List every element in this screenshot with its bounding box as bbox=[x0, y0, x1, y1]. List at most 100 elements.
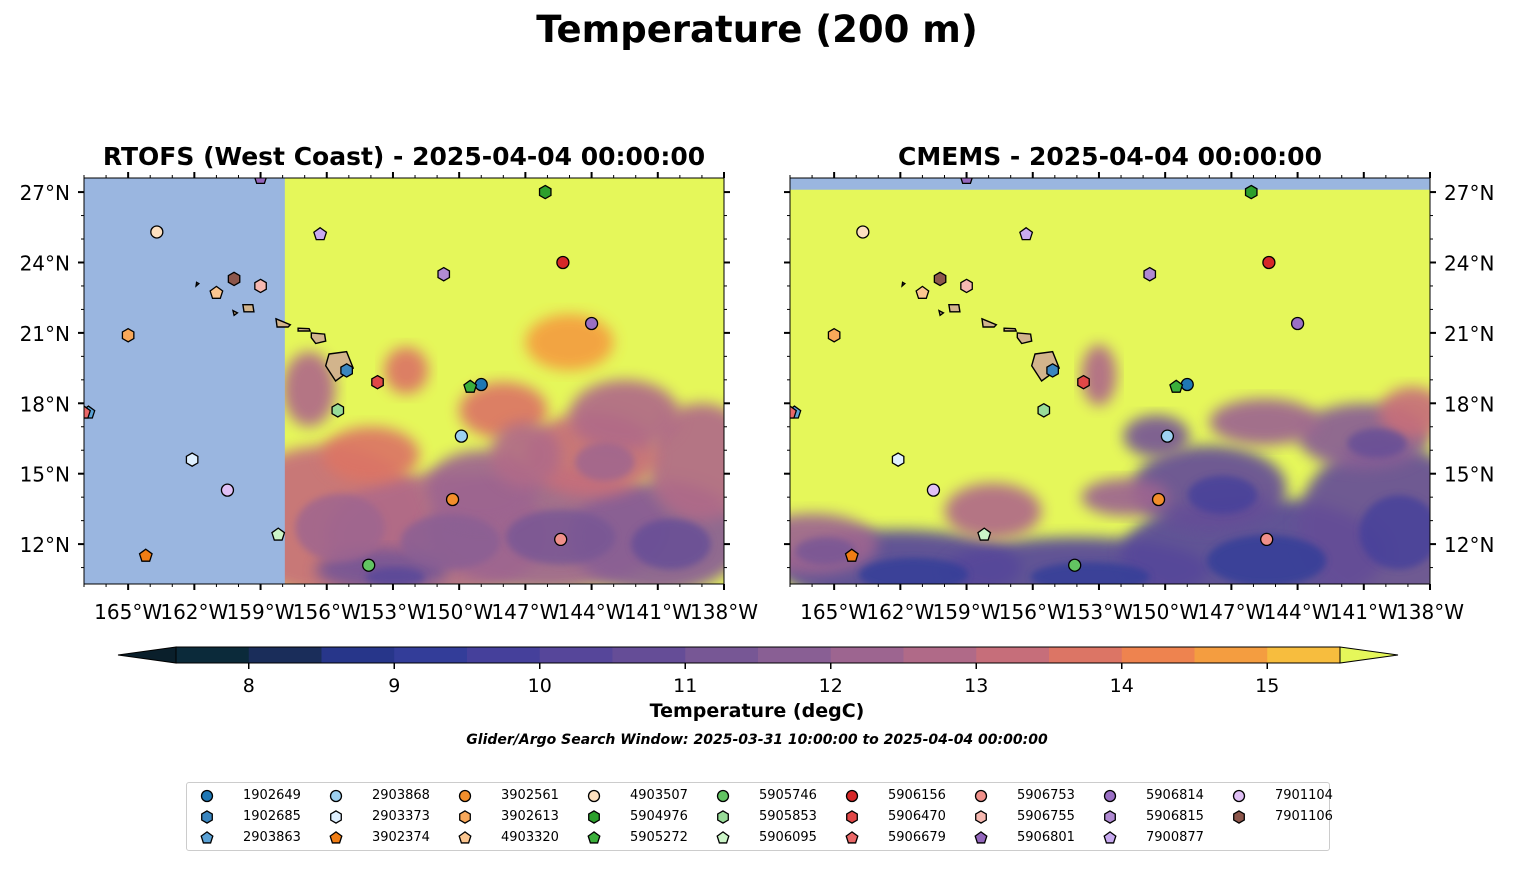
legend-label: 5906095 bbox=[759, 830, 817, 845]
platform-marker-5906815 bbox=[1143, 266, 1157, 282]
land-island bbox=[297, 327, 312, 332]
x-tick-label: 156°W bbox=[293, 600, 361, 624]
legend-label: 3902613 bbox=[501, 809, 559, 824]
legend-marker-icon bbox=[716, 831, 730, 844]
rtofs-panel-title: RTOFS (West Coast) - 2025-04-04 00:00:00 bbox=[102, 142, 706, 171]
land-island bbox=[195, 281, 201, 288]
cmems-panel-title: CMEMS - 2025-04-04 00:00:00 bbox=[898, 142, 1322, 171]
y-tick-label: 15°N bbox=[1444, 463, 1494, 487]
legend-label: 5906470 bbox=[888, 809, 946, 824]
legend-marker bbox=[716, 789, 730, 803]
land-island bbox=[1016, 332, 1033, 345]
legend-label: 5905272 bbox=[630, 830, 688, 845]
colorbar-over-arrow bbox=[1339, 646, 1399, 664]
temperature-contour bbox=[1209, 398, 1320, 446]
colorbar-tick-label: 12 bbox=[819, 675, 843, 697]
legend-marker bbox=[329, 831, 343, 844]
temperature-contour bbox=[631, 518, 711, 570]
legend-marker bbox=[329, 789, 343, 803]
temperature-contour bbox=[322, 426, 420, 484]
temperature-contour bbox=[282, 351, 336, 427]
temperature-contour bbox=[1379, 386, 1430, 439]
temperature-contour bbox=[1030, 562, 1150, 584]
x-tick-label: 153°W bbox=[1065, 600, 1133, 624]
y-tick-label: 21°N bbox=[1444, 322, 1494, 346]
platform-marker-4903320 bbox=[209, 285, 224, 299]
temperature-contour bbox=[575, 442, 635, 481]
colorbar-tick-label: 9 bbox=[388, 675, 400, 697]
platform-marker-7900877 bbox=[313, 226, 328, 241]
colorbar-segment bbox=[1049, 647, 1123, 663]
x-tick-label: 156°W bbox=[999, 600, 1067, 624]
platform-marker-5905746 bbox=[1068, 558, 1082, 572]
x-tick-label: 162°W bbox=[160, 600, 228, 624]
temperature-contour bbox=[1081, 478, 1170, 516]
legend-marker bbox=[717, 810, 729, 824]
y-tick-label: 12°N bbox=[20, 533, 70, 557]
legend-marker bbox=[845, 831, 859, 844]
platform-marker-5906814 bbox=[584, 316, 599, 331]
legend-marker-icon bbox=[1232, 789, 1246, 803]
platform-marker-5905746 bbox=[362, 558, 376, 572]
legend-marker bbox=[1103, 789, 1117, 803]
legend-label: 7901106 bbox=[1275, 809, 1333, 824]
legend-marker-icon bbox=[1104, 810, 1116, 824]
legend-marker-icon bbox=[588, 810, 600, 824]
legend-marker bbox=[201, 810, 213, 824]
y-tick-label: 27°N bbox=[20, 181, 70, 205]
x-tick-label: 147°W bbox=[491, 600, 559, 624]
x-tick-label: 141°W bbox=[624, 600, 692, 624]
legend-marker-icon bbox=[330, 810, 342, 824]
land-island bbox=[242, 304, 255, 313]
no-data-region bbox=[84, 178, 285, 584]
platform-marker-5905272 bbox=[1169, 379, 1184, 393]
platform-marker-2903868 bbox=[1160, 429, 1175, 443]
colorbar-segment bbox=[1194, 647, 1268, 663]
legend-marker-icon bbox=[1103, 831, 1117, 844]
platform-marker-4903507 bbox=[856, 225, 870, 239]
x-tick-label: 150°W bbox=[425, 600, 493, 624]
legend-marker bbox=[587, 831, 601, 844]
legend-label: 2903868 bbox=[372, 788, 430, 803]
legend-marker bbox=[845, 789, 859, 803]
colorbar-segment bbox=[1267, 647, 1341, 663]
y-tick-label: 27°N bbox=[1444, 181, 1494, 205]
y-tick-label: 15°N bbox=[20, 463, 70, 487]
colorbar-segment bbox=[758, 647, 832, 663]
platform-marker-5905853 bbox=[331, 402, 345, 418]
legend-label: 4903507 bbox=[630, 788, 688, 803]
legend-label: 7900877 bbox=[1146, 830, 1204, 845]
temperature-contour bbox=[1207, 535, 1327, 584]
legend-label: 5906755 bbox=[1017, 809, 1075, 824]
platform-marker-5906801 bbox=[254, 178, 267, 184]
colorbar-tick-label: 11 bbox=[673, 675, 697, 697]
legend-marker bbox=[330, 810, 342, 824]
y-tick-label: 24°N bbox=[1444, 251, 1494, 275]
legend-marker-icon bbox=[200, 789, 214, 803]
rtofs-map-panel: 165°W162°W159°W156°W153°W150°W147°W144°W… bbox=[20, 172, 758, 624]
legend-marker-icon bbox=[716, 789, 730, 803]
colorbar-segment bbox=[248, 647, 322, 663]
legend-label: 5906753 bbox=[1017, 788, 1075, 803]
colorbar-tick-label: 8 bbox=[243, 675, 255, 697]
legend-marker bbox=[458, 831, 472, 844]
platform-marker-2903373 bbox=[185, 452, 199, 467]
temperature-contour bbox=[1187, 475, 1258, 514]
legend-marker bbox=[1103, 831, 1117, 844]
land-island bbox=[1003, 327, 1018, 332]
platform-marker-1902685 bbox=[1046, 363, 1059, 378]
colorbar-segment bbox=[321, 647, 395, 663]
platform-marker-2903373 bbox=[891, 452, 905, 467]
platform-marker-3902561 bbox=[1151, 492, 1166, 507]
legend-label: 1902685 bbox=[243, 809, 301, 824]
platform-marker-7901104 bbox=[926, 483, 941, 497]
platform-marker-5906095 bbox=[271, 527, 286, 541]
legend-label: 7901104 bbox=[1275, 788, 1333, 803]
y-tick-label: 18°N bbox=[20, 392, 70, 416]
legend-marker bbox=[974, 831, 988, 844]
platform-marker-5906156 bbox=[556, 255, 570, 270]
platform-marker-3902613 bbox=[121, 327, 135, 343]
platform-marker-3902613 bbox=[827, 327, 841, 343]
legend-marker bbox=[975, 810, 987, 824]
